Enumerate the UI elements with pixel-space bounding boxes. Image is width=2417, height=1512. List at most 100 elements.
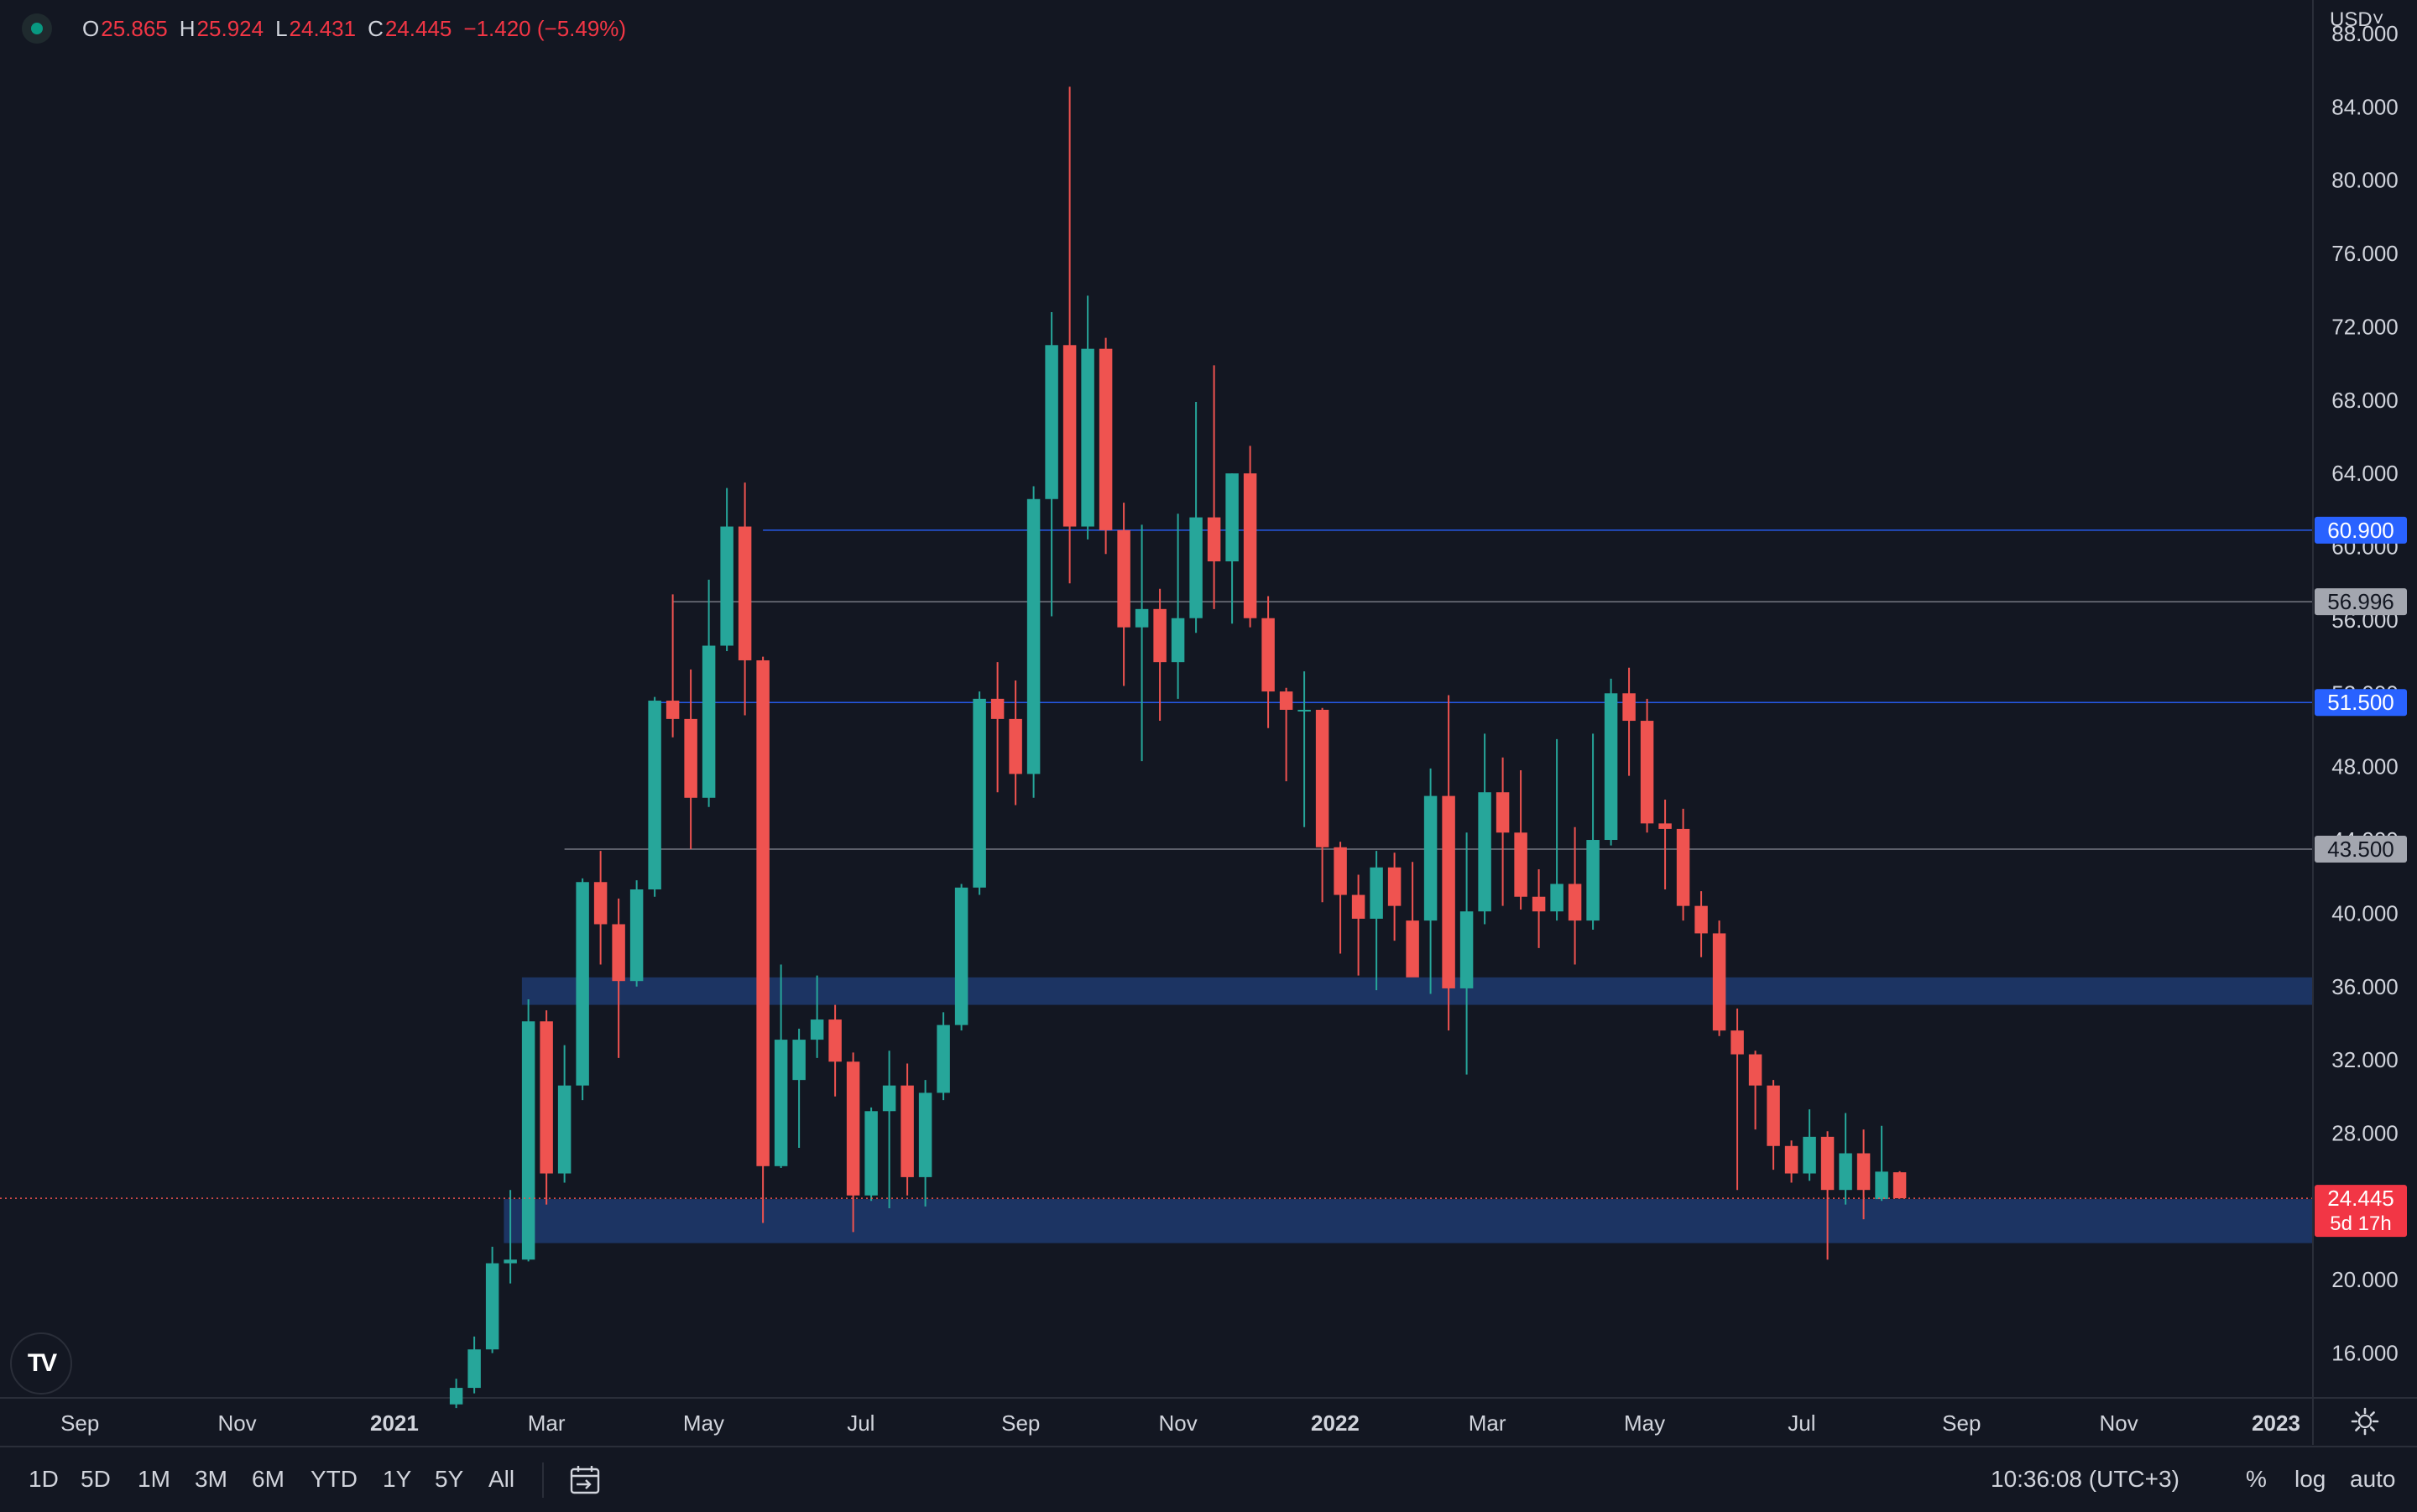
candle-body bbox=[1875, 1171, 1888, 1200]
candle-body bbox=[1045, 345, 1058, 499]
candle-body bbox=[901, 1085, 914, 1177]
candle-body bbox=[918, 1092, 932, 1177]
candle-body bbox=[1622, 693, 1636, 722]
candle-body bbox=[1423, 795, 1438, 921]
time-tick-label: Jul bbox=[847, 1410, 874, 1436]
range-button-1m[interactable]: 1M bbox=[138, 1466, 170, 1492]
tradingview-logo-icon[interactable]: TV bbox=[10, 1332, 72, 1395]
candle-body bbox=[1640, 721, 1654, 824]
candle-body bbox=[846, 1061, 860, 1196]
toolbar-divider bbox=[542, 1462, 544, 1498]
candle-body bbox=[990, 698, 1005, 719]
candle-body bbox=[1406, 920, 1419, 978]
candle-body bbox=[1892, 1172, 1907, 1199]
range-button-ytd[interactable]: YTD bbox=[311, 1466, 358, 1492]
candle-body bbox=[666, 701, 680, 719]
candle-body bbox=[504, 1259, 517, 1264]
candle-body bbox=[828, 1019, 842, 1062]
time-tick-label: Nov bbox=[217, 1410, 256, 1436]
price-tick-label: 84.000 bbox=[2331, 94, 2399, 119]
open-label: O bbox=[82, 16, 100, 41]
range-button-5y[interactable]: 5Y bbox=[435, 1466, 464, 1492]
ohlc-legend: O 25.865 H 25.924 L 24.431 C 24.445 −1.4… bbox=[82, 15, 626, 42]
candle-body bbox=[1712, 933, 1726, 1031]
close-label: C bbox=[368, 16, 384, 41]
time-tick-label: Sep bbox=[1001, 1410, 1040, 1436]
candle-body bbox=[1586, 840, 1600, 921]
candle-body bbox=[1658, 823, 1672, 829]
time-tick-label: Sep bbox=[1942, 1410, 1981, 1436]
go-to-date-icon[interactable] bbox=[569, 1464, 603, 1496]
time-tick-label: 2023 bbox=[2252, 1410, 2300, 1436]
candle-body bbox=[864, 1111, 878, 1196]
level-label-0: 60.900 bbox=[2327, 518, 2394, 543]
range-button-1y[interactable]: 1Y bbox=[383, 1466, 412, 1492]
candle-body bbox=[684, 718, 697, 798]
candle-body bbox=[954, 887, 968, 1025]
candle-body bbox=[540, 1021, 553, 1174]
log-scale-button[interactable]: log bbox=[2294, 1466, 2326, 1492]
time-tick-label: May bbox=[683, 1410, 724, 1436]
candle-body bbox=[1767, 1085, 1780, 1146]
range-button-5d[interactable]: 5D bbox=[81, 1466, 111, 1492]
candle-body bbox=[1731, 1030, 1744, 1055]
price-tick-label: 76.000 bbox=[2331, 241, 2399, 266]
candle-body bbox=[521, 1021, 535, 1260]
clock-readout[interactable]: 10:36:08 (UTC+3) bbox=[1991, 1466, 2179, 1492]
candle-body bbox=[756, 660, 770, 1166]
candle-body bbox=[937, 1025, 950, 1093]
candle-body bbox=[1784, 1145, 1798, 1174]
candle-body bbox=[1153, 608, 1167, 663]
candle-body bbox=[774, 1040, 788, 1166]
candle-body bbox=[1496, 792, 1510, 833]
gear-icon[interactable] bbox=[2350, 1406, 2380, 1436]
candle-body bbox=[467, 1349, 481, 1389]
candle-body bbox=[1261, 618, 1275, 692]
candle-body bbox=[792, 1040, 806, 1081]
candle-body bbox=[1334, 847, 1347, 895]
candle-body bbox=[485, 1263, 499, 1350]
close-value: 24.445 bbox=[384, 16, 452, 41]
high-value: 25.924 bbox=[196, 16, 264, 41]
time-tick-label: Mar bbox=[1469, 1410, 1506, 1436]
candle-body bbox=[1117, 529, 1130, 628]
time-tick-label: 2022 bbox=[1311, 1410, 1360, 1436]
candle-body bbox=[1189, 517, 1203, 618]
candle-body bbox=[648, 701, 661, 889]
candle-body bbox=[1459, 911, 1474, 988]
price-tick-label: 64.000 bbox=[2331, 461, 2399, 486]
open-value: 25.865 bbox=[101, 16, 168, 41]
level-label-box-3 bbox=[2315, 835, 2407, 863]
time-tick-label: 2021 bbox=[370, 1410, 419, 1436]
range-button-all[interactable]: All bbox=[488, 1466, 515, 1492]
range-button-6m[interactable]: 6M bbox=[252, 1466, 285, 1492]
range-button-3m[interactable]: 3M bbox=[195, 1466, 227, 1492]
price-tick-label: 20.000 bbox=[2331, 1267, 2399, 1292]
time-tick-label: Jul bbox=[1788, 1410, 1815, 1436]
candle-body bbox=[1099, 348, 1113, 530]
candle-body bbox=[1568, 884, 1582, 921]
candle-body bbox=[1442, 795, 1455, 988]
price-tick-label: 32.000 bbox=[2331, 1047, 2399, 1072]
candle-body bbox=[702, 645, 716, 798]
time-tick-label: Mar bbox=[528, 1410, 566, 1436]
candle-body bbox=[1297, 709, 1311, 712]
candle-body bbox=[1243, 473, 1257, 618]
price-tick-label: 40.000 bbox=[2331, 900, 2399, 925]
price-tick-label: 28.000 bbox=[2331, 1120, 2399, 1145]
range-button-1d[interactable]: 1D bbox=[29, 1466, 59, 1492]
candle-body bbox=[1026, 498, 1041, 774]
candle-body bbox=[1279, 691, 1293, 710]
time-tick-label: May bbox=[1624, 1410, 1665, 1436]
candle-body bbox=[1081, 348, 1094, 527]
currency-dropdown[interactable]: USD˅ bbox=[2330, 8, 2384, 31]
candle-body bbox=[882, 1085, 896, 1112]
candle-body bbox=[1009, 718, 1022, 774]
auto-scale-button[interactable]: auto bbox=[2350, 1466, 2396, 1492]
price-tick-label: 48.000 bbox=[2331, 754, 2399, 779]
percent-scale-button[interactable]: % bbox=[2246, 1466, 2267, 1492]
candle-body bbox=[593, 882, 608, 925]
change-value: −1.420 (−5.49%) bbox=[463, 16, 627, 41]
